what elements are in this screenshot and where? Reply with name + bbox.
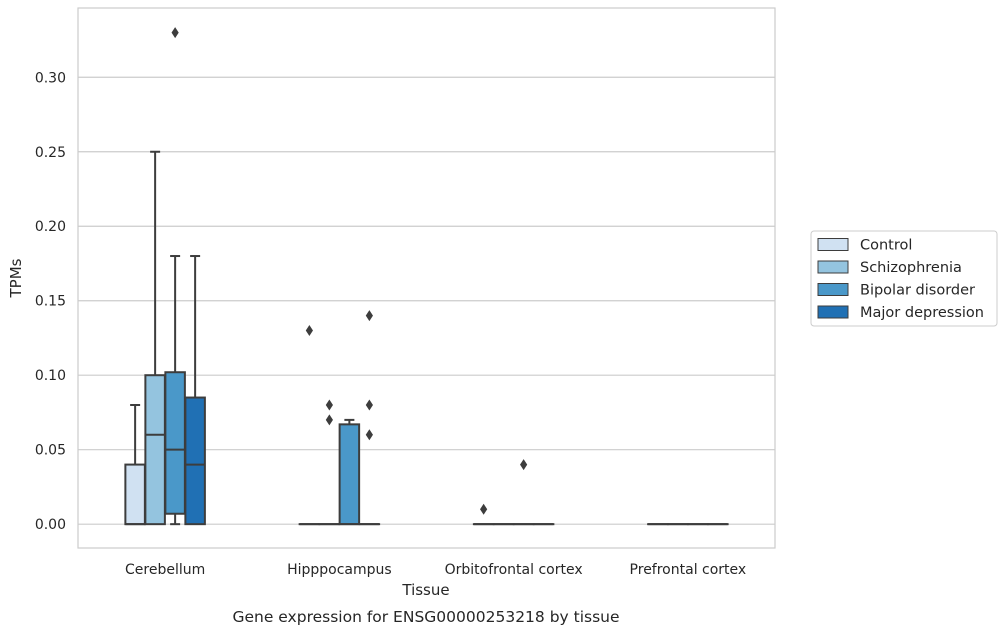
x-axis-ticks: Cerebellum Hipppocampus Orbitofrontal cort… (125, 562, 746, 578)
box-control (474, 504, 494, 524)
outlier-point (366, 310, 373, 321)
legend-swatch (818, 261, 848, 273)
legend-label: Bipolar disorder (860, 283, 975, 299)
legend-label: Major depression (860, 305, 984, 321)
box-bipolar-disorder (165, 27, 185, 524)
y-tick-label: 0.10 (35, 368, 66, 384)
outlier-point (520, 459, 527, 470)
y-tick-label: 0.05 (35, 443, 66, 459)
x-tick-label: Hipppocampus (287, 562, 392, 578)
box-major-depression (185, 256, 205, 524)
y-tick-label: 0.15 (35, 294, 66, 310)
box-schizophrenia (145, 152, 165, 524)
chart-title: Gene expression for ENSG00000253218 by t… (232, 608, 619, 626)
outlier-point (480, 504, 487, 515)
y-axis-ticks: 0.00 0.05 0.10 0.15 0.20 0.25 0.30 (35, 70, 66, 533)
box-schizophrenia (320, 399, 340, 524)
x-tick-label: Cerebellum (125, 562, 205, 578)
box-control (300, 325, 320, 524)
outlier-point (366, 429, 373, 440)
box-body (340, 424, 360, 524)
outlier-point (172, 27, 179, 38)
legend-swatch (818, 306, 848, 318)
y-tick-label: 0.25 (35, 145, 66, 161)
y-tick-label: 0.30 (35, 70, 66, 86)
box-control (125, 405, 145, 524)
x-tick-label: Orbitofrontal cortex (445, 562, 583, 578)
legend-swatch (818, 239, 848, 251)
legend-label: Schizophrenia (860, 260, 962, 276)
x-axis-label: Tissue (401, 581, 449, 599)
y-axis-label: TPMs (7, 258, 25, 298)
box-body (125, 465, 145, 525)
outlier-point (326, 414, 333, 425)
box-body (165, 372, 185, 514)
legend: Control Schizophrenia Bipolar disorder Majo… (811, 231, 997, 326)
box-body (145, 375, 165, 524)
outlier-point (306, 325, 313, 336)
y-tick-label: 0.20 (35, 219, 66, 235)
box-major-depression (360, 310, 380, 524)
box-body (185, 398, 205, 525)
outlier-point (366, 399, 373, 410)
box-bipolar-disorder (514, 459, 534, 524)
y-tick-label: 0.00 (35, 517, 66, 533)
legend-label: Control (860, 238, 912, 254)
legend-swatch (818, 284, 848, 296)
box-bipolar-disorder (340, 420, 360, 524)
x-tick-label: Prefrontal cortex (630, 562, 747, 578)
outlier-point (326, 399, 333, 410)
